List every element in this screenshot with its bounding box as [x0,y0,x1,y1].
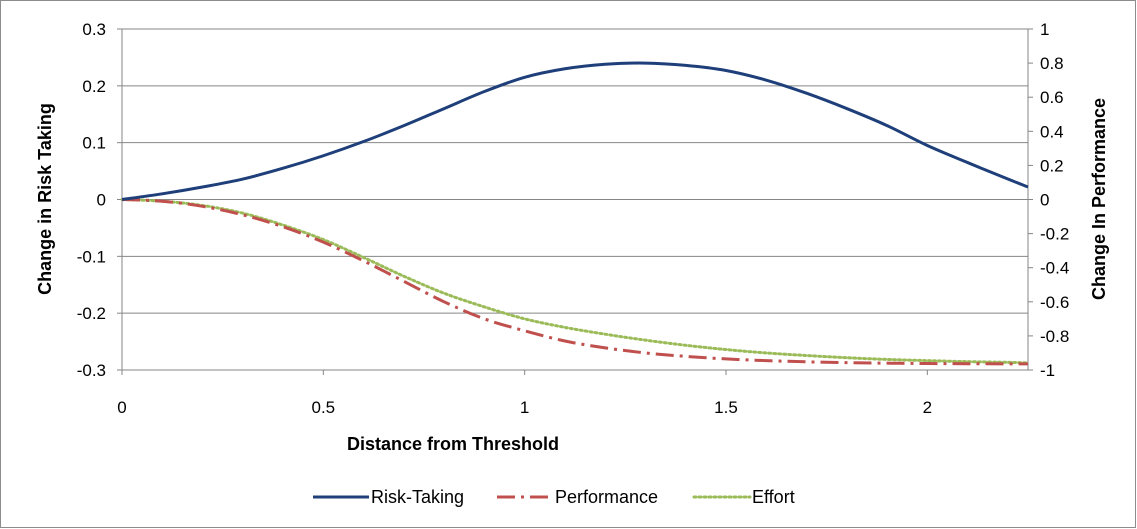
series-line-effort [120,198,1030,365]
legend: Risk-Taking Performance Effort [313,487,795,507]
x-tick-label: 0 [117,398,126,417]
x-tick-label: 1 [520,398,529,417]
y-tick-label-left: 0 [97,191,106,210]
y-tick-label-right: -0.2 [1040,225,1069,244]
y-tick-label-left: -0.3 [77,361,106,380]
series-line-risk-taking [121,61,1029,201]
x-axis-title: Distance from Threshold [347,434,559,454]
x-tick-label: 1.5 [714,398,738,417]
x-tick-label: 0.5 [312,398,336,417]
y-tick-label-right: 0.2 [1040,156,1064,175]
y-axis-title-left: Change in Risk Taking [35,103,55,295]
legend-label-performance: Performance [555,487,658,507]
y-tick-label-left: 0.2 [82,77,106,96]
y-tick-label-left: 0.3 [82,20,106,39]
y-tick-label-left: -0.2 [77,304,106,323]
y-tick-label-right: 0.8 [1040,54,1064,73]
axes [117,28,1033,375]
y-tick-label-right: -0.8 [1040,327,1069,346]
y-tick-label-right: 0 [1040,191,1049,210]
y-tick-label-left: -0.1 [77,247,106,266]
x-tick-label: 2 [923,398,932,417]
tick-labels: 0.3 0.2 0.1 0 -0.1 -0.2 -0.3 1 0.8 0.6 0.4 0.2 0 -0.2… [77,20,1070,417]
legend-label-risk-taking: Risk-Taking [371,487,464,507]
y-tick-label-right: -0.6 [1040,293,1069,312]
gridlines [122,28,1028,371]
y-tick-label-right: 1 [1040,20,1049,39]
y-tick-label-right: 0.6 [1040,88,1064,107]
series-lines [120,61,1030,366]
series-line-performance [121,198,1029,366]
y-tick-label-right: -0.4 [1040,259,1069,278]
y-tick-label-right: 0.4 [1040,122,1064,141]
y-tick-label-right: -1 [1040,361,1055,380]
y-axis-title-right: Change In Performance [1089,98,1109,300]
legend-label-effort: Effort [752,487,795,507]
y-tick-label-left: 0.1 [82,134,106,153]
